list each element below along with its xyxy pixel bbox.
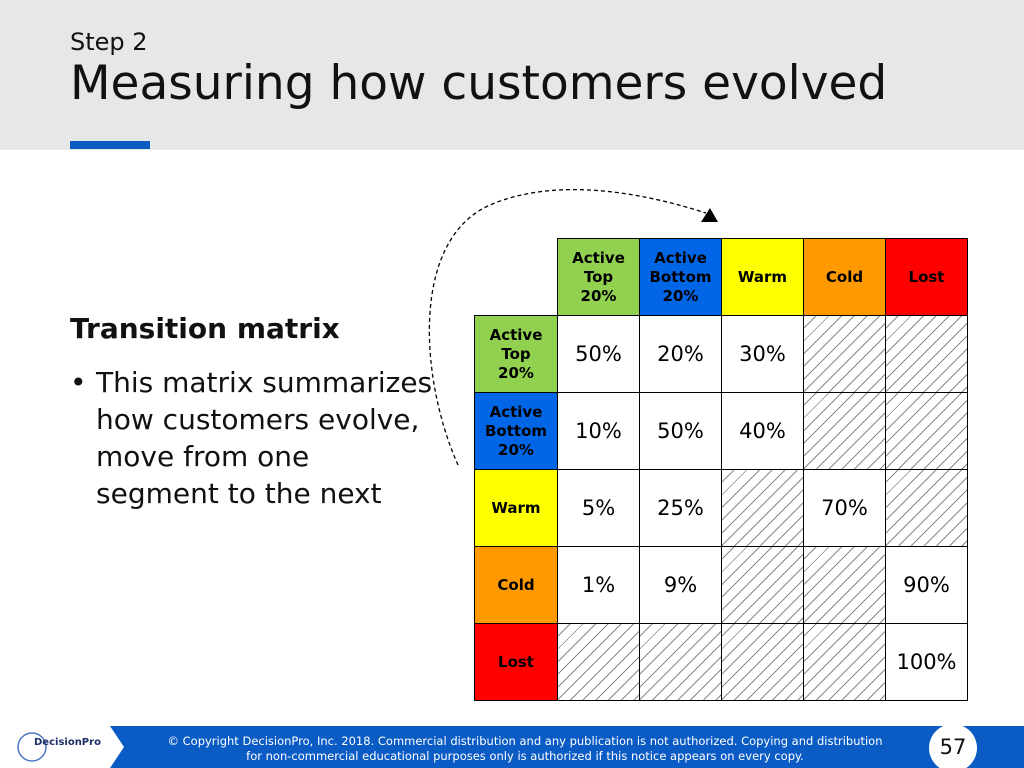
empty-cell [885,392,968,470]
copyright-line: for non-commercial educational purposes … [246,749,804,763]
row-header: Lost [474,623,558,701]
column-header: Active Bottom 20% [639,238,722,316]
accent-bar [70,141,150,149]
matrix-cell: 90% [885,546,968,624]
column-header: Lost [885,238,968,316]
bullet-text: This matrix summarizes how customers evo… [96,366,433,510]
row-header: Active Bottom 20% [474,392,558,470]
empty-cell [639,623,722,701]
row-header: Active Top 20% [474,315,558,393]
matrix-cell: 100% [885,623,968,701]
matrix-cell: 40% [721,392,804,470]
matrix-cell: 10% [557,392,640,470]
footer-bar [110,726,1024,768]
matrix-cell: 9% [639,546,722,624]
copyright-line: © Copyright DecisionPro, Inc. 2018. Comm… [167,734,883,748]
matrix-cell: 20% [639,315,722,393]
matrix-cell: 5% [557,469,640,547]
matrix-cell: 25% [639,469,722,547]
empty-cell [803,546,886,624]
matrix-cell: 50% [639,392,722,470]
arrow-head [701,208,718,222]
empty-cell [721,469,804,547]
empty-cell [885,315,968,393]
logo-text: DecisionPro [34,737,101,748]
matrix-cell: 70% [803,469,886,547]
empty-cell [721,623,804,701]
empty-cell [885,469,968,547]
page-number: 57 [939,735,967,759]
bullet-dot: • [70,366,87,399]
empty-cell [803,315,886,393]
copyright: © Copyright DecisionPro, Inc. 2018. Comm… [150,734,900,764]
empty-cell [721,546,804,624]
slide-title: Measuring how customers evolved [70,56,888,111]
column-header: Active Top 20% [557,238,640,316]
page-number-circle [929,726,977,768]
matrix-cell: 30% [721,315,804,393]
column-header: Warm [721,238,804,316]
row-header: Cold [474,546,558,624]
logo-ring [17,732,47,762]
step-label: Step 2 [70,28,148,56]
empty-cell [557,623,640,701]
header-band [0,0,1024,150]
matrix-cell: 50% [557,315,640,393]
row-header: Warm [474,469,558,547]
footer-band [17,726,1024,768]
body-heading: Transition matrix [70,312,340,345]
empty-cell [803,623,886,701]
column-header: Cold [803,238,886,316]
matrix-cell: 1% [557,546,640,624]
empty-cell [803,392,886,470]
